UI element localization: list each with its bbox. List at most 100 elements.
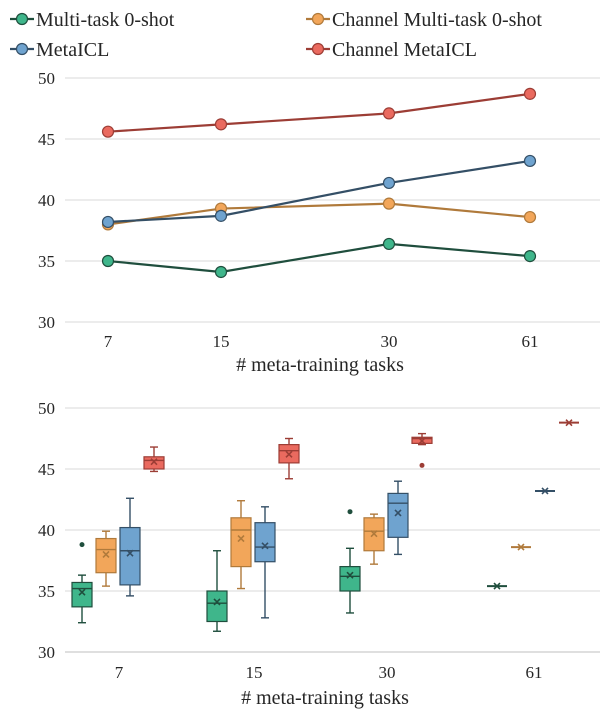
y-tick-label: 50	[38, 399, 55, 418]
y-tick-label: 45	[38, 130, 55, 149]
x-tick-label: 15	[246, 663, 263, 682]
line-chart-series	[101, 87, 537, 279]
box-body	[71, 581, 93, 608]
box-chart-x-axis-title: # meta-training tasks	[241, 687, 409, 709]
box-body	[119, 526, 141, 586]
legend-item-channel-metaicl[interactable]: Channel MetaICL	[306, 39, 477, 61]
legend-label-channel-metaicl: Channel MetaICL	[332, 39, 477, 61]
data-point-meta	[523, 154, 537, 168]
legend-item-metaicl[interactable]: MetaICL	[10, 39, 109, 61]
box-cmt0-30	[363, 513, 385, 565]
box-mean-marker	[285, 450, 293, 458]
data-point-cmeta	[382, 107, 396, 120]
box-mean-marker	[102, 550, 110, 558]
box-body	[230, 517, 252, 568]
legend-marker-channel-multi-task-0-shot	[311, 12, 325, 26]
data-point-cmt0	[382, 197, 396, 210]
box-mean-marker	[517, 543, 525, 551]
data-point-cmt0	[523, 210, 537, 224]
box-cmt0-61	[511, 543, 531, 551]
box-meta-61	[535, 487, 555, 495]
y-tick-label: 45	[38, 460, 55, 479]
y-tick-label: 40	[38, 191, 55, 210]
box-chart-y-ticks: 30 35 40 45 50	[38, 399, 55, 662]
data-point-mt0	[382, 237, 396, 251]
legend-label-multi-task-0-shot: Multi-task 0-shot	[36, 9, 175, 31]
legend-label-channel-multi-task-0-shot: Channel Multi-task 0-shot	[332, 9, 542, 31]
box-body	[95, 537, 117, 574]
box-body	[339, 565, 361, 592]
series-line-cmt0	[107, 202, 531, 226]
legend-item-channel-multi-task-0-shot[interactable]: Channel Multi-task 0-shot	[306, 9, 542, 31]
y-tick-label: 35	[38, 252, 55, 271]
data-point-meta	[101, 215, 115, 229]
data-point-mt0	[101, 254, 115, 268]
box-chart-gridlines	[65, 407, 600, 653]
box-mean-marker	[261, 542, 269, 550]
x-tick-label: 61	[526, 663, 543, 682]
x-tick-label: 7	[115, 663, 124, 682]
box-mean-marker	[541, 487, 549, 495]
box-mean-marker	[493, 582, 501, 590]
box-body	[206, 590, 228, 623]
data-point-mt0	[214, 265, 228, 279]
line-chart-x-axis-title: # meta-training tasks	[236, 354, 404, 376]
box-mt0-7	[71, 542, 93, 624]
box-chart-boxes	[71, 419, 579, 632]
line-chart: 30 35 40 45 50 7 15 30 61 # meta-training tasks	[38, 69, 600, 376]
line-chart-gridlines	[65, 77, 600, 323]
legend: Multi-task 0-shot Channel Multi-task 0-s…	[10, 9, 542, 61]
y-tick-label: 30	[38, 643, 55, 662]
box-outlier	[419, 462, 425, 468]
box-meta-15	[254, 506, 276, 619]
box-cmt0-15	[230, 500, 252, 590]
series-line-cmeta	[107, 92, 531, 133]
box-cmeta-30	[411, 432, 433, 468]
box-meta-30	[387, 480, 409, 556]
box-cmeta-61	[559, 419, 579, 427]
box-mean-marker	[78, 588, 86, 596]
box-mt0-15	[206, 550, 228, 632]
data-point-meta	[382, 176, 396, 190]
y-tick-label: 40	[38, 521, 55, 540]
x-tick-label: 15	[213, 332, 230, 351]
box-mean-marker	[237, 534, 245, 543]
box-mean-marker	[346, 571, 354, 579]
box-mt0-30	[339, 509, 361, 614]
box-cmeta-7	[143, 446, 165, 473]
box-cmeta-15	[278, 437, 300, 480]
box-mean-marker	[370, 530, 378, 538]
data-point-mt0	[523, 250, 537, 263]
box-chart: 30 35 40 45 50 7 15 30 61 # meta-training tasks	[38, 399, 600, 709]
x-tick-label: 30	[381, 332, 398, 351]
y-tick-label: 30	[38, 313, 55, 332]
box-cmt0-7	[95, 530, 117, 587]
legend-item-multi-task-0-shot[interactable]: Multi-task 0-shot	[10, 9, 175, 31]
box-mean-marker	[150, 458, 158, 466]
legend-marker-multi-task-0-shot	[15, 12, 29, 26]
legend-marker-channel-metaicl	[311, 42, 325, 56]
box-outlier	[79, 542, 85, 548]
series-line-mt0	[107, 242, 531, 274]
data-point-meta	[214, 209, 228, 222]
box-body	[387, 492, 409, 538]
data-point-cmeta	[523, 87, 537, 100]
box-meta-7	[119, 497, 141, 597]
series-line-meta	[107, 159, 531, 224]
legend-label-metaicl: MetaICL	[36, 39, 109, 61]
box-mean-marker	[213, 598, 221, 606]
x-tick-label: 30	[379, 663, 396, 682]
data-point-cmeta	[101, 125, 115, 138]
box-mean-marker	[418, 437, 426, 445]
y-tick-label: 35	[38, 582, 55, 601]
box-mean-marker	[565, 419, 573, 427]
legend-marker-metaicl	[15, 42, 29, 56]
box-mt0-61	[487, 582, 507, 590]
box-body	[254, 522, 276, 563]
line-chart-x-ticks: 7 15 30 61	[104, 332, 539, 351]
box-mean-marker	[394, 509, 402, 517]
box-body	[143, 456, 165, 470]
x-tick-label: 7	[104, 332, 113, 351]
box-outlier	[347, 509, 353, 515]
